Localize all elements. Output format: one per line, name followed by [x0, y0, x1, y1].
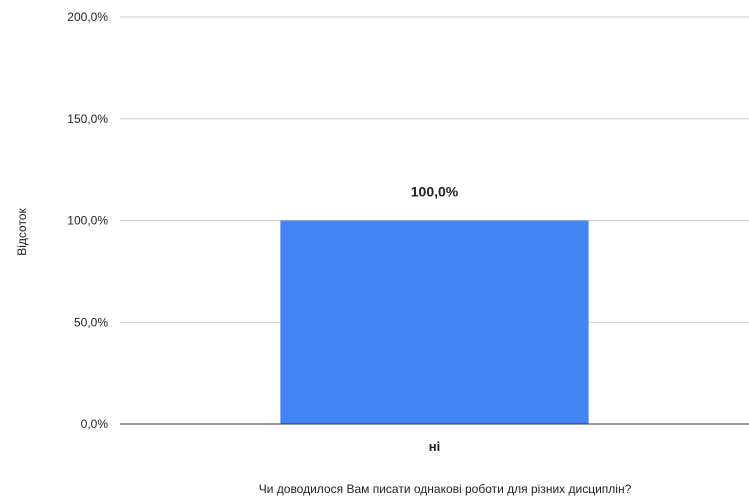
- x-category-label: ні: [429, 439, 440, 454]
- y-tick-label: 100,0%: [67, 214, 108, 228]
- y-tick-label: 50,0%: [74, 315, 108, 329]
- x-axis-categories: ні: [429, 439, 440, 454]
- y-tick-label: 150,0%: [67, 112, 108, 126]
- x-axis-title: Чи доводилося Вам писати однакові роботи…: [259, 482, 632, 496]
- bars: [280, 220, 589, 424]
- data-labels: 100,0%: [411, 184, 459, 200]
- bar: [280, 220, 589, 424]
- y-axis-title: Відсоток: [15, 208, 29, 256]
- y-tick-label: 0,0%: [81, 417, 109, 431]
- y-tick-label: 200,0%: [67, 10, 108, 24]
- y-axis-ticks: 0,0% 50,0% 100,0% 150,0% 200,0%: [67, 10, 108, 431]
- bar-value-label: 100,0%: [411, 184, 459, 200]
